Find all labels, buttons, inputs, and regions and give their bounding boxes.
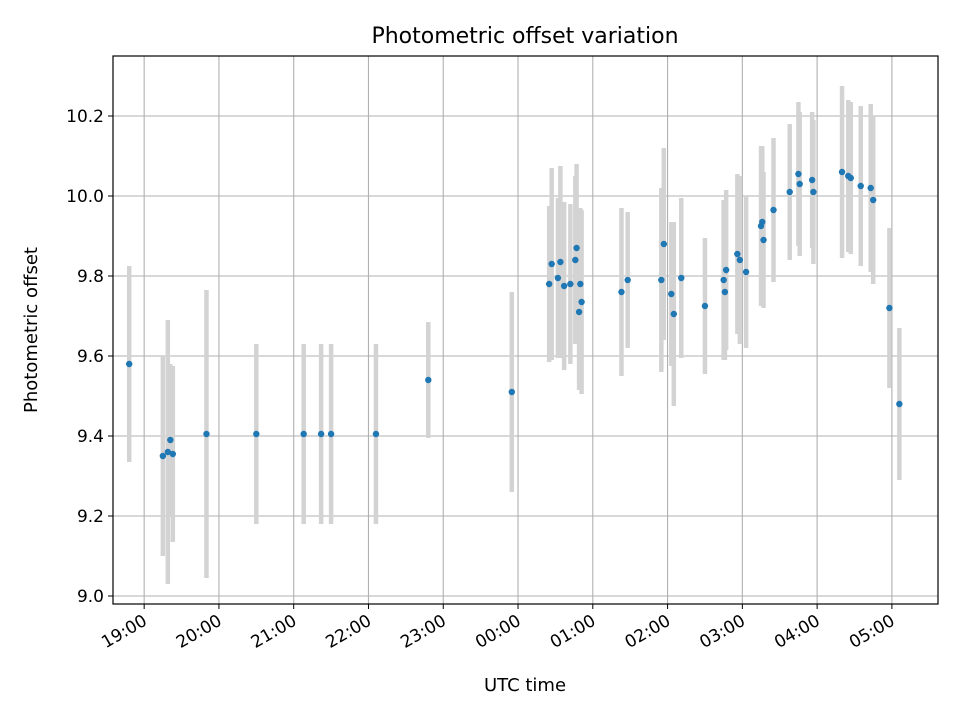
data-point: [557, 258, 564, 266]
data-point: [560, 282, 568, 290]
data-point: [578, 298, 585, 306]
data-point: [554, 274, 562, 282]
data-point: [742, 268, 750, 276]
data-point: [567, 280, 574, 288]
data-point: [508, 388, 515, 396]
data-point: [169, 450, 177, 458]
x-tick-label: 01:00: [547, 611, 599, 653]
data-point: [847, 174, 854, 182]
data-point: [425, 376, 432, 384]
x-tick-label: 19:00: [98, 611, 150, 653]
y-axis: 9.0 9.2 9.4 9.6 9.8 10.0 10.2: [66, 107, 113, 607]
data-point: [670, 310, 678, 318]
x-tick-label: 21:00: [248, 611, 300, 653]
chart-title: Photometric offset variation: [371, 24, 678, 49]
data-point: [164, 448, 172, 456]
data-point: [573, 244, 580, 252]
plot-frame: [112, 55, 939, 605]
x-tick-label: 05:00: [846, 611, 898, 653]
data-point: [701, 302, 709, 310]
x-tick-label: 02:00: [622, 611, 674, 653]
data-point: [658, 276, 665, 284]
data-point: [810, 188, 817, 196]
data-point: [786, 188, 793, 196]
y-tick-label: 10.2: [66, 107, 104, 127]
data-point: [372, 430, 380, 438]
data-point: [159, 452, 167, 460]
data-point: [760, 236, 767, 244]
y-tick-label: 9.2: [77, 507, 104, 527]
data-point: [808, 176, 816, 184]
error-bars: [126, 86, 902, 584]
x-tick-label: 04:00: [771, 611, 823, 653]
data-point: [838, 168, 846, 176]
y-tick-label: 9.8: [77, 267, 104, 287]
y-tick-label: 9.4: [77, 427, 104, 447]
data-point: [668, 290, 675, 298]
data-point: [572, 256, 579, 264]
data-point: [167, 436, 174, 444]
data-point: [548, 260, 555, 268]
data-point: [660, 240, 668, 248]
data-point: [867, 184, 874, 192]
x-tick-label: 22:00: [323, 611, 375, 653]
x-tick-label: 23:00: [397, 611, 449, 653]
data-point: [796, 180, 803, 188]
x-tick-label: 20:00: [173, 611, 225, 653]
x-tick-label: 03:00: [696, 611, 748, 653]
y-tick-label: 9.0: [77, 587, 104, 607]
data-point: [618, 288, 625, 296]
data-point: [575, 308, 583, 316]
data-point: [624, 276, 631, 284]
data-point: [795, 170, 802, 178]
x-axis: 19:00 20:00 21:00 22:00 23:00 00:00 01:00 02:00…: [98, 604, 898, 653]
data-point: [577, 280, 584, 288]
grid: [113, 56, 938, 604]
y-tick-label: 9.6: [77, 347, 104, 367]
data-point: [734, 250, 741, 258]
data-point: [720, 276, 727, 284]
data-point: [317, 430, 325, 438]
data-point: [869, 196, 877, 204]
data-point: [721, 288, 729, 296]
data-point: [896, 400, 903, 408]
data-points: [126, 168, 903, 460]
data-point: [678, 274, 685, 282]
data-point: [886, 304, 893, 312]
data-point: [126, 360, 133, 368]
data-point: [857, 182, 864, 190]
data-point: [736, 256, 744, 264]
x-axis-label: UTC time: [484, 675, 566, 696]
data-point: [203, 430, 210, 438]
data-point: [722, 266, 730, 274]
y-axis-label: Photometric offset: [21, 247, 42, 413]
y-tick-label: 10.0: [66, 187, 104, 207]
data-point: [759, 218, 766, 226]
data-point: [545, 280, 553, 288]
data-point: [253, 430, 260, 438]
data-point: [770, 206, 777, 214]
data-point: [300, 430, 307, 438]
x-tick-label: 00:00: [472, 611, 524, 653]
data-point: [327, 430, 335, 438]
